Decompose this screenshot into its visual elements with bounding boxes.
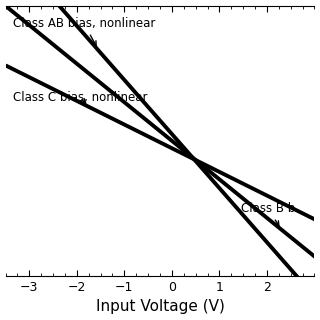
Text: Class C bias, nonlinear: Class C bias, nonlinear — [13, 91, 147, 104]
Text: Class AB bias, nonlinear: Class AB bias, nonlinear — [13, 17, 155, 46]
Text: Class B b: Class B b — [241, 202, 295, 226]
X-axis label: Input Voltage (V): Input Voltage (V) — [96, 300, 224, 315]
